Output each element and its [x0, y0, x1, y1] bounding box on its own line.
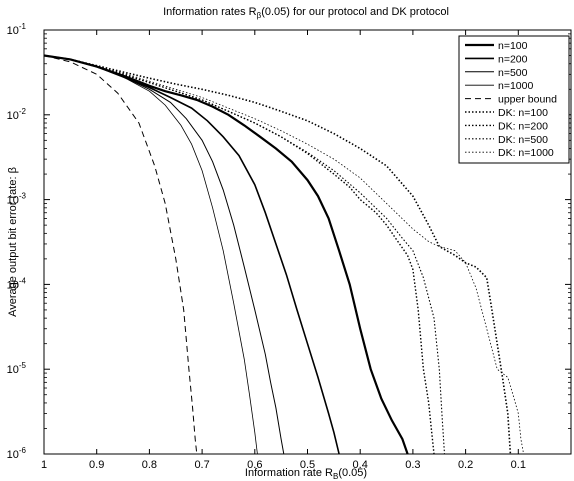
series-line-3 — [43, 55, 258, 455]
y-tick-label: 10-2 — [7, 107, 27, 122]
legend-label-2: n=500 — [498, 67, 528, 79]
x-tick-label: 0.6 — [247, 459, 262, 471]
legend-label-7: DK: n=500 — [498, 134, 548, 146]
legend-label-3: n=1000 — [498, 80, 533, 92]
legend-label-5: DK: n=100 — [498, 107, 548, 119]
x-tick-label: 0.9 — [89, 459, 104, 471]
y-tick-label: 10-1 — [7, 22, 27, 37]
x-tick-label: 0.2 — [458, 459, 473, 471]
x-tick-label: 0.3 — [405, 459, 420, 471]
series-line-5 — [43, 54, 512, 455]
series-line-4 — [43, 55, 198, 455]
series-line-8 — [43, 55, 524, 455]
chart-title: Information rates Rβ(0.05) for our proto… — [163, 6, 449, 20]
series-line-6 — [43, 54, 435, 455]
series-layer — [43, 54, 524, 455]
x-tick-label: 0.8 — [142, 459, 157, 471]
y-tick-label: 10-6 — [7, 446, 27, 461]
legend-label-6: DK: n=200 — [498, 120, 548, 132]
legend-box — [458, 35, 570, 164]
legend-label-0: n=100 — [498, 40, 528, 52]
x-tick-label: 0.4 — [353, 459, 368, 471]
x-tick-label: 0.5 — [300, 459, 315, 471]
x-tick-label: 0.7 — [194, 459, 209, 471]
y-tick-label: 10-5 — [7, 361, 27, 376]
x-tick-label: 0.1 — [511, 459, 526, 471]
y-axis-label: Average output bit error rate: β — [7, 167, 19, 317]
x-tick-label: 1 — [41, 459, 47, 471]
y-tick-label: 10-3 — [7, 192, 27, 207]
legend-label-1: n=200 — [498, 53, 528, 65]
series-line-0 — [43, 54, 409, 455]
y-tick-label: 10-4 — [7, 276, 27, 291]
series-line-7 — [43, 54, 446, 455]
legend-label-8: DK: n=1000 — [498, 147, 554, 159]
x-axis-label: Information rate RB(0.05) — [245, 467, 367, 481]
legend-label-4: upper bound — [498, 94, 557, 106]
